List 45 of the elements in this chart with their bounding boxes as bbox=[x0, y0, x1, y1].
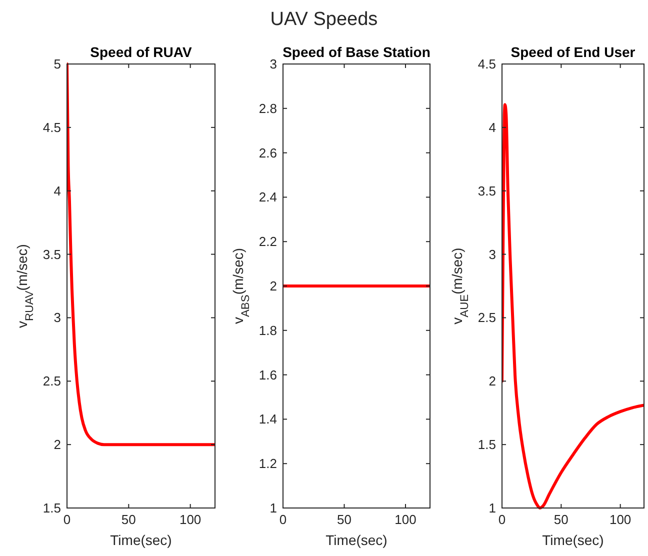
chart-title: Speed of End User bbox=[510, 44, 636, 60]
y-tick-label: 5 bbox=[54, 56, 61, 72]
x-tick-label: 50 bbox=[121, 512, 136, 527]
y-tick-label: 2.5 bbox=[42, 374, 61, 389]
y-tick-label: 2.6 bbox=[258, 145, 277, 160]
x-tick-label: 0 bbox=[279, 512, 287, 527]
y-tick-label: 4 bbox=[488, 120, 496, 135]
x-tick-label: 50 bbox=[554, 512, 568, 527]
y-tick-label: 3 bbox=[488, 246, 496, 262]
y-tick-label: 1.5 bbox=[478, 437, 496, 452]
y-tick-label: 1.4 bbox=[258, 412, 277, 427]
y-tick-label: 4.5 bbox=[478, 56, 496, 72]
line-series bbox=[67, 62, 215, 446]
chart-title: Speed of Base Station bbox=[282, 44, 430, 60]
y-tick-label: 1.5 bbox=[42, 500, 61, 516]
y-tick-label: 3.5 bbox=[478, 183, 496, 198]
y-tick-label: 2 bbox=[54, 437, 61, 452]
y-tick-label: 1.6 bbox=[258, 367, 277, 382]
chart-title: Speed of RUAV bbox=[90, 44, 192, 60]
x-tick-label: 50 bbox=[337, 512, 352, 527]
y-tick-label: 2 bbox=[488, 374, 496, 389]
x-axis-title: Time(sec) bbox=[326, 532, 388, 548]
y-tick-label: 1 bbox=[270, 500, 277, 516]
y-tick-label: 1.2 bbox=[258, 456, 277, 472]
x-tick-label: 100 bbox=[609, 512, 632, 527]
x-axis-title: Time(sec) bbox=[110, 532, 172, 548]
y-tick-label: 2.5 bbox=[478, 310, 496, 326]
x-tick-label: 100 bbox=[394, 512, 416, 527]
x-axis-title: Time(sec) bbox=[542, 532, 604, 548]
y-tick-label: 1 bbox=[488, 500, 496, 516]
y-tick-label: 3 bbox=[270, 56, 277, 72]
line-series bbox=[502, 103, 644, 510]
y-tick-label: 2.4 bbox=[258, 190, 277, 205]
text: UAV Speeds bbox=[270, 9, 378, 30]
y-tick-label: 2.8 bbox=[258, 100, 277, 116]
y-tick-label: 3.5 bbox=[42, 246, 61, 262]
y-tick-label: 3 bbox=[54, 310, 61, 326]
y-tick-label: 2 bbox=[270, 278, 277, 294]
y-tick-label: 1.8 bbox=[258, 322, 277, 338]
y-tick-label: 4.5 bbox=[42, 120, 61, 135]
x-tick-label: 100 bbox=[179, 512, 202, 527]
x-tick-label: 0 bbox=[63, 512, 71, 527]
y-tick-label: 4 bbox=[54, 183, 61, 198]
y-tick-label: 2.2 bbox=[258, 234, 277, 250]
x-tick-label: 0 bbox=[498, 512, 506, 527]
